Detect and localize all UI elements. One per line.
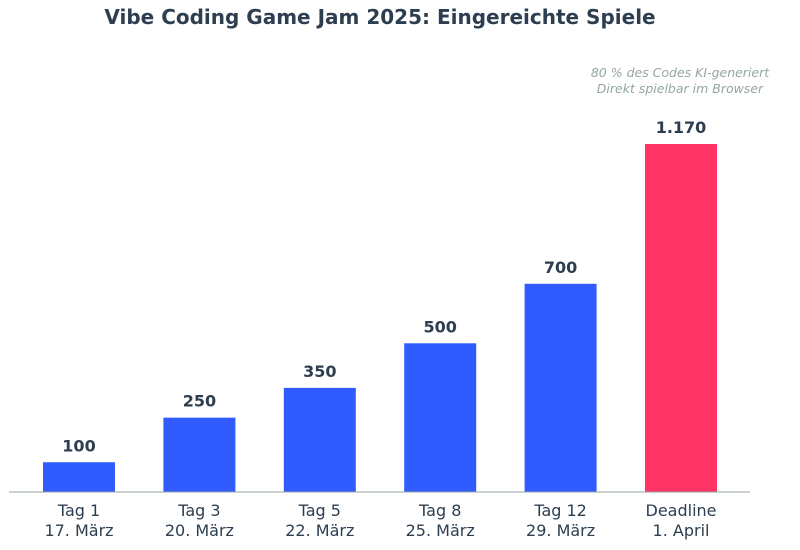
x-tick-label: Tag 3 [177, 501, 220, 520]
bar [283, 387, 356, 492]
data-label: 1.170 [656, 118, 707, 137]
data-label: 700 [544, 258, 577, 277]
x-tick-label: 22. März [285, 521, 354, 540]
bar [524, 283, 597, 492]
data-label: 250 [183, 392, 216, 411]
annotation-ai-code: 80 % des Codes KI-generiert [590, 65, 770, 80]
x-tick-label: 20. März [165, 521, 234, 540]
annotation-browser: Direkt spielbar im Browser [596, 81, 764, 96]
x-tick-label: Tag 8 [418, 501, 461, 520]
data-label: 350 [303, 362, 336, 381]
x-tick-label: 1. April [653, 521, 710, 540]
bar [404, 343, 477, 492]
x-tick-label: Tag 5 [298, 501, 341, 520]
data-label: 100 [62, 436, 95, 455]
x-tick-label: 17. März [44, 521, 113, 540]
data-label: 500 [423, 317, 456, 336]
x-tick-label: 25. März [406, 521, 475, 540]
bar [163, 417, 236, 492]
x-tick-label: 29. März [526, 521, 595, 540]
x-tick-label: Tag 1 [57, 501, 100, 520]
bar [43, 462, 115, 492]
x-tick-label: Tag 12 [533, 501, 587, 520]
bar [645, 144, 717, 492]
chart-title: Vibe Coding Game Jam 2025: Eingereichte … [104, 5, 656, 29]
x-tick-label: Deadline [646, 501, 717, 520]
